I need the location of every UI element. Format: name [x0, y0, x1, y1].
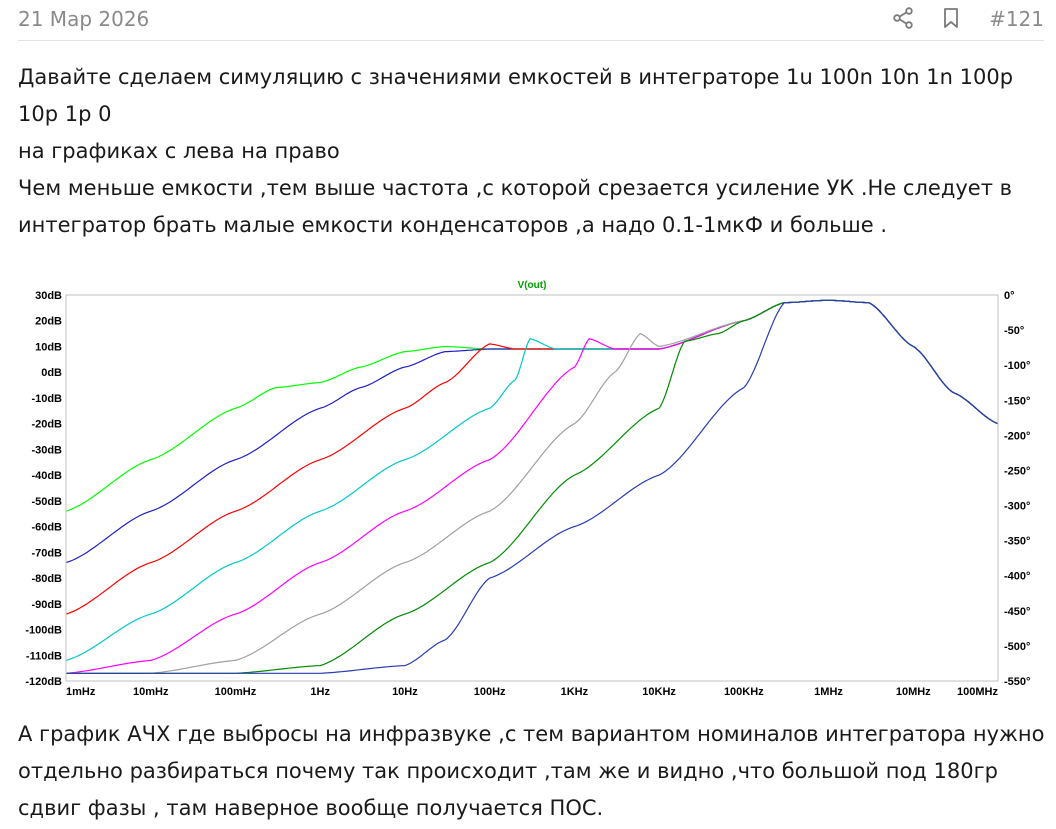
y-tick-label: -40dB	[31, 470, 62, 482]
y-tick-label: -100dB	[25, 625, 62, 637]
y-tick-label: 30dB	[35, 290, 62, 302]
y-axis-left: 30dB 20dB 10dB 0dB -10dB -20dB -30dB -40dB -50dB…	[25, 290, 62, 688]
y2-tick-label: -550°	[1004, 676, 1030, 688]
post-text-2: А график АЧХ где выбросы на инфразвуке ,…	[18, 722, 1045, 820]
y-tick-label: -20dB	[31, 419, 62, 431]
y-tick-label: -70dB	[31, 547, 62, 559]
x-tick-label: 10Hz	[392, 686, 418, 698]
y2-tick-label: -300°	[1004, 501, 1030, 513]
y-tick-label: -60dB	[31, 522, 62, 534]
y2-tick-label: -150°	[1004, 395, 1030, 407]
y2-tick-label: -350°	[1004, 536, 1030, 548]
series-line-7	[66, 299, 999, 674]
x-tick-label: 10KHz	[642, 686, 676, 698]
y-axis-right: 0° -50° -100° -150° -200° -250° -300° -350° -400…	[1004, 290, 1030, 688]
x-axis: 1mHz 10mHz 100mHz 1Hz 10Hz 100Hz 1KHz 10KHz 100K…	[66, 686, 998, 698]
series-line-3	[65, 299, 999, 615]
bode-chart: V(out) 30dB 20dB 10dB 0dB -10dB -20dB -30dB -40…	[8, 278, 1048, 704]
y-tick-label: -30dB	[31, 444, 62, 456]
post-actions: #121	[891, 6, 1044, 31]
x-tick-label: 1mHz	[66, 686, 96, 698]
post-date: 21 Мар 2026	[18, 7, 150, 31]
y2-tick-label: -50°	[1004, 325, 1024, 337]
y-tick-label: -80dB	[31, 573, 62, 585]
y2-tick-label: -200°	[1004, 430, 1030, 442]
x-tick-label: 1Hz	[310, 686, 330, 698]
y-tick-label: -50dB	[31, 496, 62, 508]
x-tick-label: 100Hz	[474, 686, 506, 698]
y-tick-label: -110dB	[26, 650, 62, 662]
x-tick-label: 100MHz	[957, 686, 998, 698]
bode-chart-svg: V(out) 30dB 20dB 10dB 0dB -10dB -20dB -30dB -40…	[25, 280, 1030, 698]
post-text: Давайте сделаем симуляцию с значениями е…	[18, 65, 1014, 237]
y-tick-label: -90dB	[31, 599, 62, 611]
x-tick-label: 1KHz	[561, 686, 589, 698]
post-header: 21 Мар 2026 #121	[18, 0, 1044, 41]
y-tick-label: 20dB	[35, 316, 62, 328]
series-line-4	[65, 299, 999, 661]
y2-tick-label: 0°	[1004, 290, 1015, 302]
series-line-5	[65, 299, 999, 674]
plot-frame	[65, 294, 999, 682]
series-line-8	[66, 299, 999, 674]
y-tick-label: -10dB	[31, 393, 62, 405]
x-tick-label: 1MHz	[814, 686, 843, 698]
bookmark-icon[interactable]	[939, 6, 963, 30]
post-number-link[interactable]: #121	[989, 7, 1044, 31]
chart-title: V(out)	[518, 280, 547, 291]
y2-tick-label: -500°	[1004, 641, 1030, 653]
x-tick-label: 10MHz	[896, 686, 931, 698]
y2-tick-label: -450°	[1004, 606, 1030, 618]
x-tick-label: 10mHz	[133, 686, 169, 698]
y-tick-label: 0dB	[41, 367, 62, 379]
y2-tick-label: -400°	[1004, 571, 1030, 583]
series-line-1	[65, 299, 999, 512]
y-tick-label: -120dB	[25, 676, 62, 688]
series-group	[65, 299, 999, 674]
y-tick-label: 10dB	[35, 341, 62, 353]
y2-tick-label: -100°	[1004, 360, 1030, 372]
x-tick-label: 100KHz	[724, 686, 764, 698]
share-icon[interactable]	[891, 6, 915, 30]
y2-tick-label: -250°	[1004, 465, 1030, 477]
series-line-6	[66, 299, 999, 674]
x-tick-label: 100mHz	[215, 686, 257, 698]
